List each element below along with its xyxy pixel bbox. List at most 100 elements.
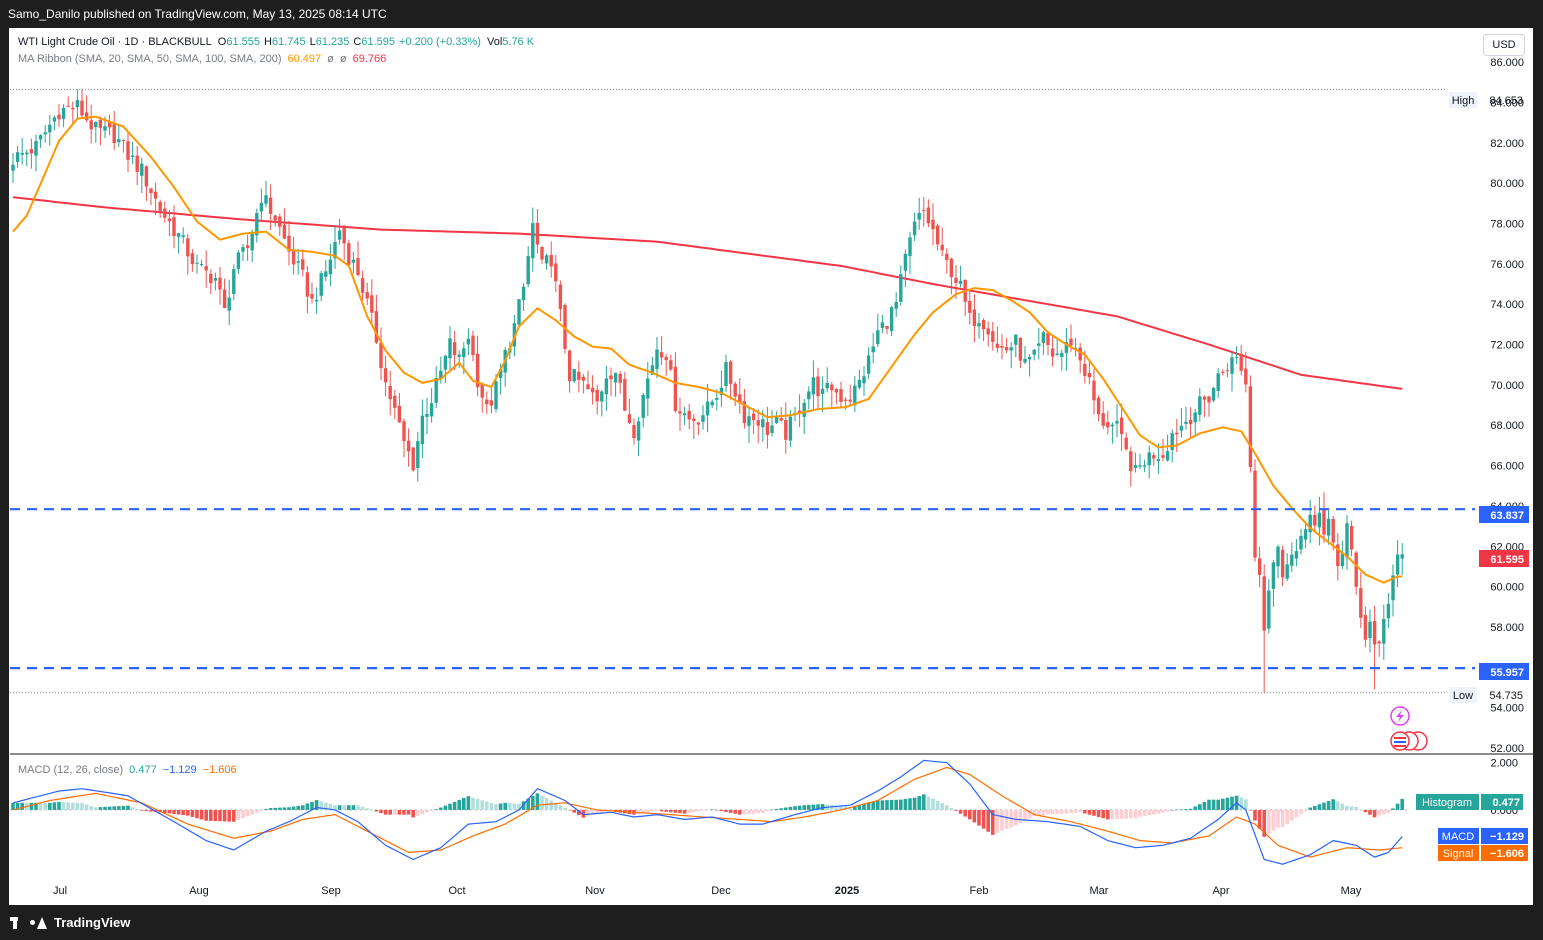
candle-body bbox=[282, 224, 287, 239]
candle-body bbox=[310, 293, 314, 299]
macd-histogram-bar bbox=[176, 809, 181, 815]
macd-histogram-bar bbox=[705, 809, 710, 811]
macd-histogram-bar bbox=[673, 809, 678, 813]
candle bbox=[57, 104, 61, 127]
candle-body bbox=[1096, 397, 1101, 415]
macd-histogram-bar bbox=[126, 805, 130, 810]
legend-symbol: WTI Light Crude Oil · 1D · BLACKBULL O61.… bbox=[18, 36, 535, 48]
candle bbox=[250, 229, 254, 263]
macd-histogram-bar bbox=[443, 805, 448, 810]
macd-histogram-bar bbox=[66, 802, 70, 810]
candle-body bbox=[1382, 618, 1386, 644]
candle-body bbox=[650, 365, 655, 375]
price-tick-label: 72.000 bbox=[1490, 340, 1524, 352]
candle-body bbox=[765, 422, 770, 435]
candle bbox=[1156, 443, 1161, 475]
candle bbox=[977, 312, 981, 339]
candle-body bbox=[535, 222, 540, 245]
candle-body bbox=[498, 369, 503, 379]
macd-histogram-bar bbox=[448, 803, 452, 810]
candle-body bbox=[1221, 372, 1225, 374]
candle bbox=[434, 366, 438, 409]
candle bbox=[443, 354, 448, 383]
candle-body bbox=[1124, 437, 1128, 450]
candle bbox=[945, 248, 949, 274]
candle-body bbox=[236, 252, 241, 269]
candle-body bbox=[420, 415, 425, 444]
macd-histogram-bar bbox=[517, 803, 521, 810]
macd-histogram-bar bbox=[1133, 809, 1138, 819]
candle bbox=[1009, 342, 1013, 369]
candle-body bbox=[1216, 373, 1220, 391]
candle bbox=[112, 110, 116, 151]
candle bbox=[1073, 338, 1078, 357]
chart-frame bbox=[9, 28, 1533, 905]
candle-body bbox=[452, 342, 457, 356]
candle-body bbox=[301, 259, 305, 270]
macd-histogram-bar bbox=[728, 809, 733, 813]
candle-body bbox=[1225, 370, 1230, 372]
macd-histogram-bar bbox=[457, 799, 461, 810]
candle bbox=[241, 244, 245, 261]
candle bbox=[848, 384, 852, 407]
macd-histogram-bar bbox=[1179, 809, 1184, 810]
candle-body bbox=[1083, 364, 1087, 376]
currency-button[interactable]: USD bbox=[1483, 34, 1525, 56]
candle-body bbox=[563, 304, 567, 349]
candle-body bbox=[264, 195, 268, 204]
candle-body bbox=[245, 245, 250, 249]
price-tick-label: 68.000 bbox=[1490, 420, 1524, 432]
economic-event-icons[interactable] bbox=[1390, 731, 1428, 751]
candle bbox=[411, 447, 415, 472]
candle bbox=[1142, 459, 1147, 473]
price-tick-label: 74.000 bbox=[1490, 299, 1524, 311]
price-tick-label: 66.000 bbox=[1490, 461, 1524, 473]
candle-body bbox=[544, 255, 549, 264]
time-axis-label: Oct bbox=[448, 885, 465, 897]
macd-histogram-bar bbox=[135, 808, 139, 810]
candle-body bbox=[549, 255, 553, 267]
candle-body bbox=[1363, 615, 1368, 640]
ma20-line bbox=[12, 115, 1403, 584]
macd-histogram-bar bbox=[554, 802, 558, 810]
price-tick-label: 76.000 bbox=[1490, 259, 1524, 271]
macd-histogram-bar bbox=[1165, 809, 1170, 812]
candle bbox=[379, 327, 383, 381]
candle bbox=[351, 251, 356, 274]
candle-body bbox=[687, 410, 691, 420]
macd-histogram-bar bbox=[784, 807, 788, 810]
ma200-line bbox=[12, 196, 1403, 390]
candle bbox=[48, 115, 52, 146]
lower-level-tag bbox=[1479, 663, 1529, 680]
macd-histogram-bar bbox=[397, 809, 402, 815]
candle-body bbox=[517, 299, 521, 325]
tradingview-logo[interactable]: TradingView bbox=[10, 915, 130, 930]
macd-histogram-bar bbox=[29, 802, 34, 810]
macd-histogram-bar bbox=[480, 800, 484, 810]
candle bbox=[830, 382, 834, 408]
macd-histogram-bar bbox=[802, 805, 806, 810]
macd-histogram-bar bbox=[1299, 809, 1303, 815]
macd-histogram-bar bbox=[84, 804, 89, 810]
candle bbox=[816, 367, 820, 409]
earnings-event-icon[interactable] bbox=[1390, 706, 1410, 726]
macd-histogram-bar bbox=[1285, 809, 1289, 824]
macd-value: −1.129 bbox=[1490, 831, 1524, 843]
candle bbox=[448, 326, 452, 373]
macd-histogram-bar bbox=[751, 809, 756, 814]
candle bbox=[80, 88, 84, 119]
candle-body bbox=[443, 355, 448, 370]
macd-histogram-bar bbox=[641, 809, 645, 814]
candle-body bbox=[1198, 396, 1202, 415]
candle-body bbox=[673, 366, 678, 411]
candle bbox=[420, 399, 425, 459]
candle bbox=[549, 241, 553, 278]
candle-body bbox=[1322, 510, 1326, 535]
candle bbox=[641, 392, 645, 428]
candle bbox=[1234, 346, 1239, 364]
macd-histogram-bar bbox=[75, 802, 80, 810]
macd-histogram-bar bbox=[540, 795, 544, 810]
macd-histogram-bar bbox=[535, 793, 540, 810]
candle-body bbox=[1129, 451, 1133, 472]
